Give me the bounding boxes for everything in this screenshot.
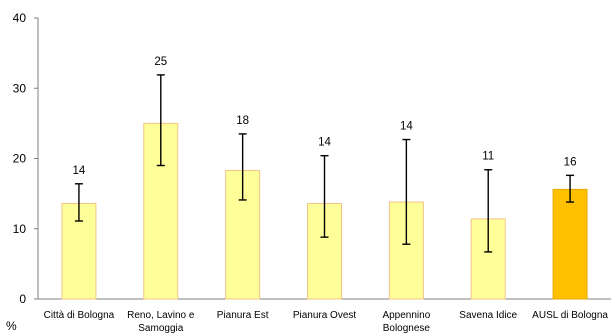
bars <box>61 122 588 300</box>
category-label: Appennino Bolognese <box>382 310 430 334</box>
data-label: 18 <box>236 115 249 127</box>
category-label: AUSL di Bologna <box>532 310 608 321</box>
y-tick-label: 10 <box>13 222 27 236</box>
data-labels: 14 25 18 14 14 11 16 <box>73 56 577 177</box>
data-label: 14 <box>318 137 331 149</box>
data-label: 25 <box>154 56 167 68</box>
category-label: Savena Idice <box>459 310 517 321</box>
category-label: Reno, Lavino e Samoggia <box>127 310 195 334</box>
y-axis-unit: % <box>6 319 17 333</box>
bar <box>552 188 588 300</box>
category-label: Pianura Est <box>217 310 269 321</box>
category-labels: Città di Bologna Reno, Lavino e Samoggia Pi… <box>44 310 609 334</box>
y-tick-label: 30 <box>13 81 27 95</box>
data-label: 14 <box>400 121 413 133</box>
category-label: Città di Bologna <box>44 310 115 321</box>
y-axis: 0 10 20 30 40 <box>13 11 611 306</box>
data-label: 14 <box>73 165 86 177</box>
y-tick-label: 40 <box>13 11 27 25</box>
category-label: Pianura Ovest <box>293 310 357 321</box>
error-bars <box>74 74 575 253</box>
y-tick-label: 20 <box>13 152 27 166</box>
data-label: 16 <box>564 156 577 168</box>
data-label: 11 <box>482 151 494 163</box>
y-tick-label: 0 <box>19 292 26 306</box>
